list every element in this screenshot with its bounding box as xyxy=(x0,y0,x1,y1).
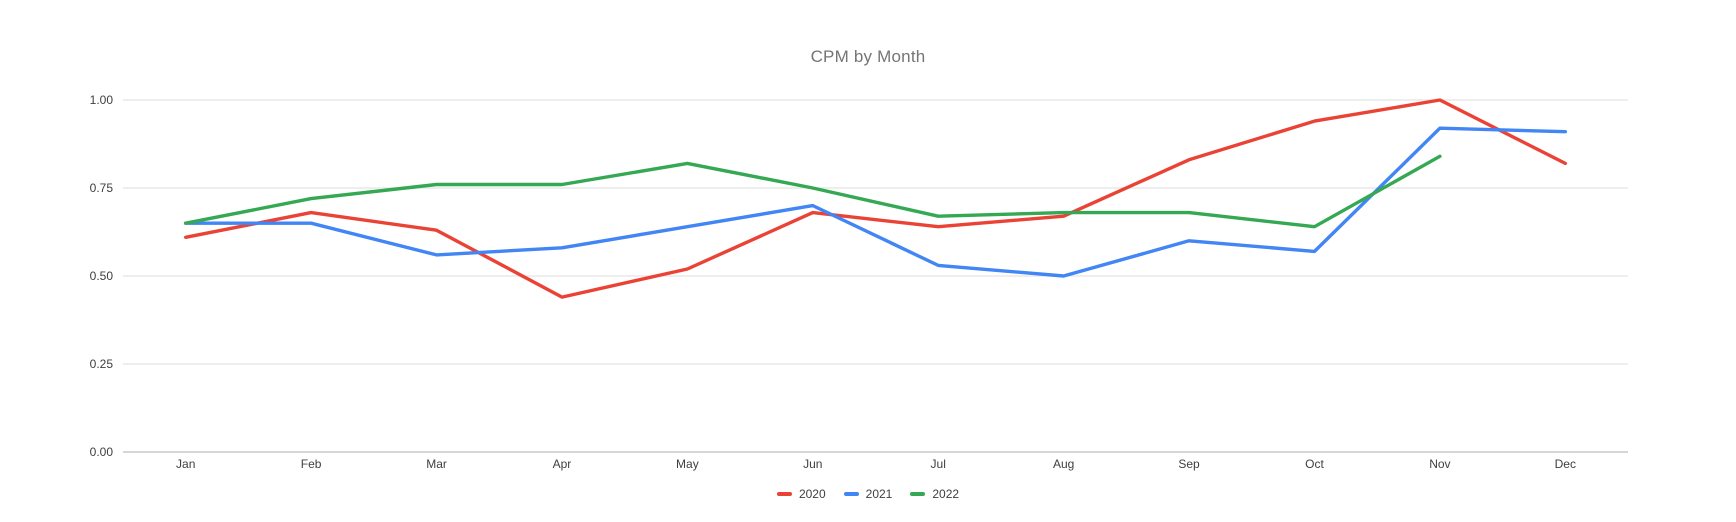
y-tick-label-0.00: 0.00 xyxy=(90,445,114,459)
y-tick-label-0.50: 0.50 xyxy=(90,269,114,283)
series-line-2022[interactable] xyxy=(183,154,1442,229)
x-tick-label-aug: Aug xyxy=(1053,457,1074,471)
chart-title: CPM by Month xyxy=(810,47,926,66)
legend-label-2020: 2020 xyxy=(798,487,826,501)
y-tick-label-0.75: 0.75 xyxy=(90,181,114,195)
legend-swatch-icon-2020 xyxy=(776,491,792,497)
series-line-2021[interactable] xyxy=(183,126,1568,278)
legend-item-2021[interactable]: 2021 xyxy=(843,487,893,501)
legend-item-2020[interactable]: 2020 xyxy=(776,487,826,501)
x-tick-label-feb: Feb xyxy=(301,457,322,471)
x-tick-label-dec: Dec xyxy=(1555,457,1576,471)
legend-swatch-icon-2022 xyxy=(910,491,926,497)
x-tick-label-jan: Jan xyxy=(176,457,195,471)
series-line-2020[interactable] xyxy=(183,98,1568,299)
legend-label-2022: 2022 xyxy=(932,487,960,501)
x-tick-label-apr: Apr xyxy=(553,457,572,471)
y-tick-label-1.00: 1.00 xyxy=(90,93,114,107)
x-tick-label-jul: Jul xyxy=(931,457,946,471)
y-tick-label-0.25: 0.25 xyxy=(90,357,114,371)
legend-item-2022[interactable]: 2022 xyxy=(910,487,959,501)
legend: 2020 2021 2022 xyxy=(0,487,1736,501)
legend-swatch-icon-2021 xyxy=(843,491,859,497)
x-tick-label-jun: Jun xyxy=(803,457,822,471)
x-tick-label-oct: Oct xyxy=(1305,457,1324,471)
x-tick-label-may: May xyxy=(676,457,699,471)
x-tick-label-mar: Mar xyxy=(426,457,447,471)
x-tick-label-nov: Nov xyxy=(1429,457,1450,471)
legend-label-2021: 2021 xyxy=(865,487,893,501)
x-tick-label-sep: Sep xyxy=(1178,457,1200,471)
